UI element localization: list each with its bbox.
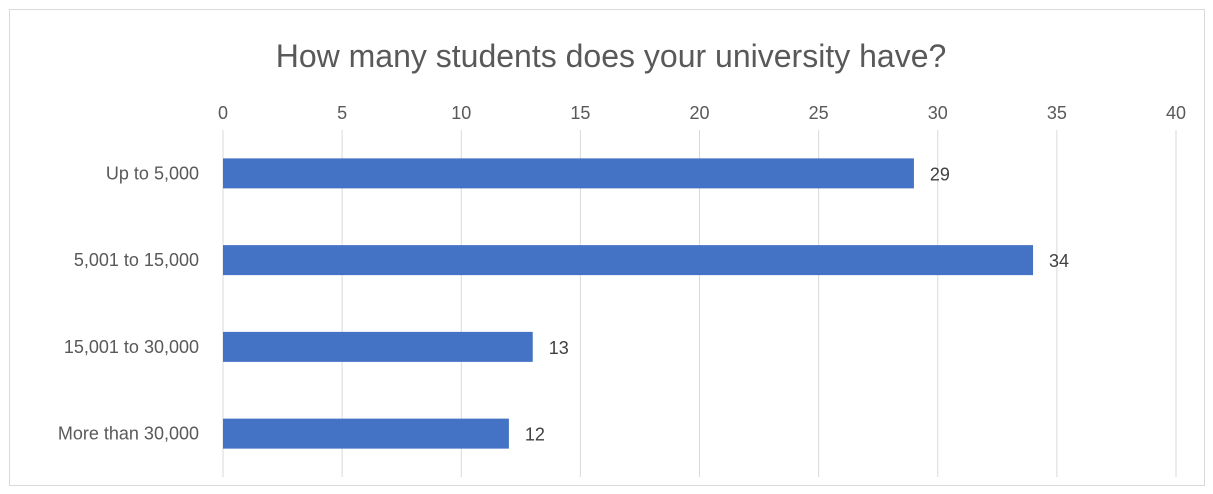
bar-4 — [223, 418, 509, 449]
bar-2 — [223, 245, 1034, 276]
data-label-4: 12 — [525, 425, 545, 445]
x-tick-label-40: 40 — [1166, 103, 1186, 123]
x-tick-label-30: 30 — [928, 103, 948, 123]
data-label-3: 13 — [549, 338, 569, 358]
bars — [223, 158, 1034, 449]
category-labels: Up to 5,000 5,001 to 15,000 15,001 to 30,0… — [58, 163, 199, 443]
data-labels: 29 34 13 12 — [525, 164, 1069, 444]
bar-1 — [223, 158, 914, 189]
x-tick-label-10: 10 — [451, 103, 471, 123]
x-tick-label-0: 0 — [218, 103, 228, 123]
data-label-1: 29 — [930, 164, 950, 184]
x-tick-label-25: 25 — [809, 103, 829, 123]
category-label-4: More than 30,000 — [58, 424, 199, 444]
x-axis-tick-labels: 0 5 10 15 20 25 30 35 40 — [218, 103, 1186, 123]
category-label-1: Up to 5,000 — [106, 163, 199, 183]
x-tick-label-20: 20 — [689, 103, 709, 123]
chart-title: How many students does your university h… — [276, 38, 947, 74]
x-tick-label-5: 5 — [337, 103, 347, 123]
bar-3 — [223, 331, 533, 362]
x-tick-label-35: 35 — [1047, 103, 1067, 123]
data-label-2: 34 — [1049, 251, 1069, 271]
x-tick-label-15: 15 — [570, 103, 590, 123]
category-label-2: 5,001 to 15,000 — [74, 250, 199, 270]
category-label-3: 15,001 to 30,000 — [64, 337, 199, 357]
